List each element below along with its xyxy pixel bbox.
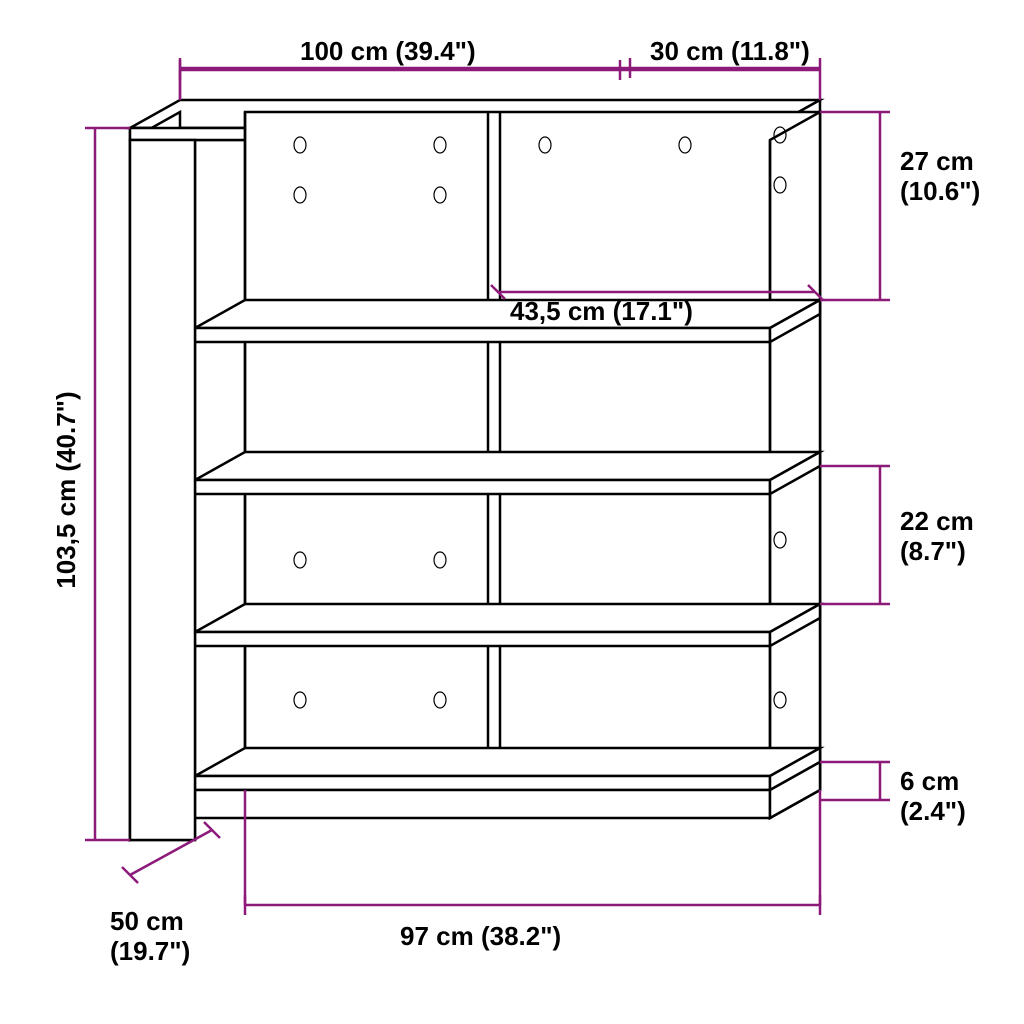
lbl-right-bot-2: (2.4") — [900, 796, 966, 826]
lbl-right-top-2: (10.6") — [900, 176, 980, 206]
dim-right-top — [820, 112, 890, 300]
dim-left-height — [85, 128, 130, 840]
lbl-top-depth: 30 cm (11.8") — [650, 36, 810, 66]
dim-top-width — [180, 60, 620, 100]
cabinet-drawing — [130, 100, 820, 840]
lbl-right-top-1: 27 cm — [900, 146, 974, 176]
lbl-right-mid-2: (8.7") — [900, 536, 966, 566]
lbl-left-depth-1: 50 cm — [110, 906, 184, 936]
dim-right-mid — [820, 466, 890, 604]
lbl-left-depth-2: (19.7") — [110, 936, 190, 966]
lbl-top-width: 100 cm (39.4") — [300, 36, 476, 66]
lbl-right-mid-1: 22 cm — [900, 506, 974, 536]
dim-right-bot — [820, 762, 890, 800]
lbl-left-height: 103,5 cm (40.7") — [51, 391, 81, 588]
lbl-shelf-width: 43,5 cm (17.1") — [510, 296, 693, 326]
lbl-right-bot-1: 6 cm — [900, 766, 959, 796]
lbl-bottom-width: 97 cm (38.2") — [400, 921, 561, 951]
